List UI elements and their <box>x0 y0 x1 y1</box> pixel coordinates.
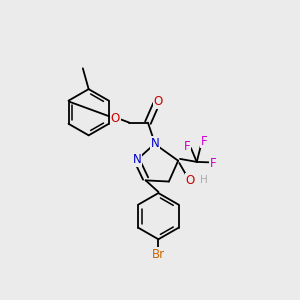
Text: N: N <box>151 137 159 150</box>
Text: O: O <box>185 174 194 187</box>
Text: Br: Br <box>152 248 165 261</box>
Text: F: F <box>210 157 216 169</box>
Text: F: F <box>184 140 191 153</box>
Text: H: H <box>200 176 208 185</box>
Text: N: N <box>133 153 142 166</box>
Text: F: F <box>200 135 207 148</box>
Text: O: O <box>154 95 163 108</box>
Text: O: O <box>111 112 120 124</box>
